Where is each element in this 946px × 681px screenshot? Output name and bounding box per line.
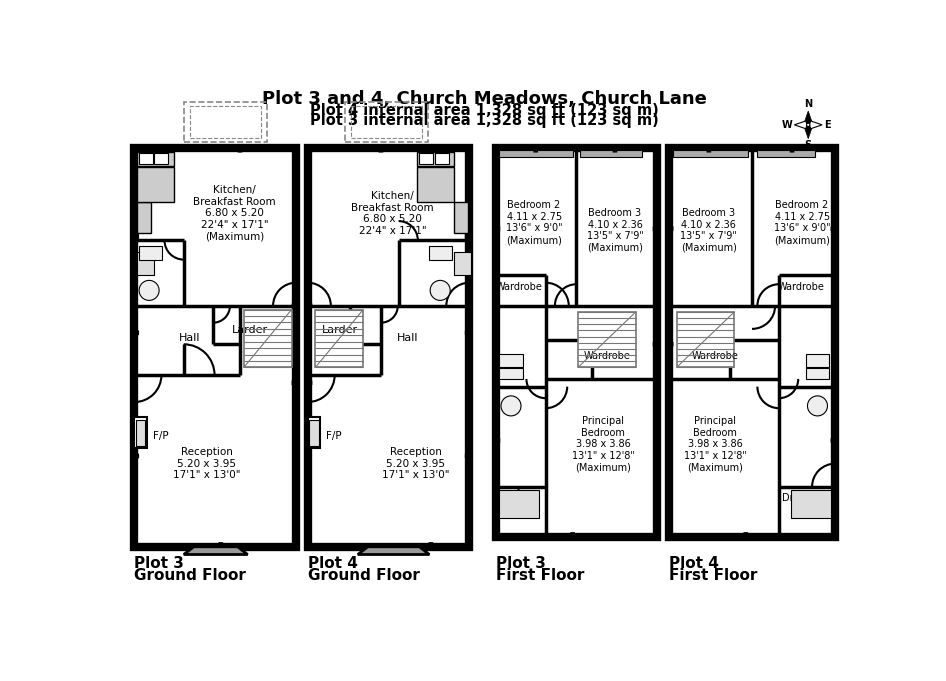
- Bar: [134, 148, 296, 547]
- Text: Plot 3: Plot 3: [496, 556, 546, 571]
- Text: Dressing
Room: Dressing Room: [496, 493, 538, 514]
- Polygon shape: [804, 126, 812, 139]
- Bar: [806, 368, 829, 379]
- Text: E: E: [824, 120, 831, 130]
- Bar: [417, 168, 454, 202]
- Text: Bedroom 3
4.10 x 2.36
13'5" x 7'9"
(Maximum): Bedroom 3 4.10 x 2.36 13'5" x 7'9" (Maxi…: [680, 208, 737, 253]
- Bar: [454, 202, 468, 233]
- Bar: [429, 246, 452, 259]
- Text: Dressing
Room: Dressing Room: [782, 493, 825, 514]
- Bar: [139, 153, 153, 164]
- Bar: [673, 151, 748, 157]
- Bar: [806, 353, 829, 367]
- Text: W: W: [782, 120, 793, 130]
- Bar: [136, 419, 146, 446]
- Text: Plot 4: Plot 4: [669, 556, 719, 571]
- Bar: [676, 312, 734, 367]
- Text: First Floor: First Floor: [496, 568, 584, 583]
- Bar: [190, 106, 261, 138]
- Circle shape: [139, 281, 159, 300]
- Bar: [344, 101, 428, 142]
- Text: Bedroom 2
4.11 x 2.75
13'6" x 9'0"
(Maximum): Bedroom 2 4.11 x 2.75 13'6" x 9'0" (Maxi…: [774, 200, 831, 245]
- Bar: [580, 151, 642, 157]
- Bar: [309, 419, 319, 446]
- Text: Reception
5.20 x 3.95
17'1" x 13'0": Reception 5.20 x 3.95 17'1" x 13'0": [382, 447, 449, 480]
- Text: N: N: [804, 99, 813, 109]
- Text: Plot 3 and 4, Church Meadows, Church Lane: Plot 3 and 4, Church Meadows, Church Lan…: [262, 90, 708, 108]
- Bar: [244, 310, 291, 367]
- Bar: [435, 153, 448, 164]
- Circle shape: [501, 396, 521, 416]
- Text: Ground Floor: Ground Floor: [307, 568, 420, 583]
- Bar: [137, 168, 174, 202]
- Text: Principal
Bedroom
3.98 x 3.86
13'1" x 12'8"
(Maximum): Principal Bedroom 3.98 x 3.86 13'1" x 12…: [572, 416, 635, 473]
- Text: Wardrobe: Wardrobe: [584, 351, 631, 361]
- Bar: [496, 148, 657, 537]
- Text: S: S: [805, 140, 812, 151]
- Text: Bedroom 3
4.10 x 2.36
13'5" x 7'9"
(Maximum): Bedroom 3 4.10 x 2.36 13'5" x 7'9" (Maxi…: [587, 208, 643, 253]
- Polygon shape: [184, 547, 248, 554]
- Text: Wardrobe: Wardrobe: [692, 351, 739, 361]
- Bar: [351, 106, 422, 138]
- Bar: [419, 153, 433, 164]
- Text: Ground Floor: Ground Floor: [134, 568, 246, 583]
- Bar: [134, 417, 147, 448]
- Text: First Floor: First Floor: [669, 568, 757, 583]
- Circle shape: [430, 281, 450, 300]
- Text: F/P: F/P: [326, 431, 342, 441]
- Bar: [454, 252, 471, 275]
- Bar: [499, 490, 539, 518]
- Circle shape: [808, 396, 828, 416]
- Bar: [137, 252, 153, 275]
- Bar: [139, 246, 162, 259]
- Bar: [137, 202, 150, 233]
- Text: Plot 4: Plot 4: [307, 556, 358, 571]
- Polygon shape: [358, 547, 429, 554]
- Bar: [578, 312, 636, 367]
- Circle shape: [807, 123, 810, 127]
- Bar: [154, 153, 168, 164]
- Polygon shape: [804, 111, 812, 124]
- Text: Hall: Hall: [397, 333, 418, 343]
- Text: F/P: F/P: [153, 431, 168, 441]
- Text: Bedroom 2
4.11 x 2.75
13'6" x 9'0"
(Maximum): Bedroom 2 4.11 x 2.75 13'6" x 9'0" (Maxi…: [506, 200, 563, 245]
- Text: Plot 3 internal area 1,328 sq ft (123 sq m): Plot 3 internal area 1,328 sq ft (123 sq…: [310, 113, 659, 128]
- Bar: [499, 368, 522, 379]
- Text: Hall: Hall: [179, 333, 201, 343]
- Bar: [137, 152, 174, 165]
- Bar: [307, 417, 320, 448]
- Bar: [791, 490, 831, 518]
- Bar: [499, 151, 572, 157]
- Polygon shape: [810, 121, 822, 129]
- Bar: [669, 148, 835, 537]
- Text: Plot 3: Plot 3: [134, 556, 184, 571]
- Text: Wardrobe: Wardrobe: [496, 281, 542, 291]
- Bar: [499, 353, 522, 367]
- Bar: [307, 148, 469, 547]
- Text: Kitchen/
Breakfast Room
6.80 x 5.20
22'4" x 17'1": Kitchen/ Breakfast Room 6.80 x 5.20 22'4…: [351, 191, 433, 236]
- Text: Kitchen/
Breakfast Room
6.80 x 5.20
22'4" x 17'1"
(Maximum): Kitchen/ Breakfast Room 6.80 x 5.20 22'4…: [193, 185, 276, 242]
- Text: Wardrobe: Wardrobe: [778, 281, 825, 291]
- Text: Principal
Bedroom
3.98 x 3.86
13'1" x 12'8"
(Maximum): Principal Bedroom 3.98 x 3.86 13'1" x 12…: [684, 416, 746, 473]
- Text: Reception
5.20 x 3.95
17'1" x 13'0": Reception 5.20 x 3.95 17'1" x 13'0": [173, 447, 240, 480]
- Bar: [758, 151, 815, 157]
- Text: Larder: Larder: [322, 326, 359, 336]
- Text: Plot 4 internal area 1,328 sq ft (123 sq m): Plot 4 internal area 1,328 sq ft (123 sq…: [310, 103, 659, 118]
- Polygon shape: [795, 121, 807, 129]
- Bar: [184, 101, 267, 142]
- Bar: [417, 152, 454, 165]
- Text: Larder: Larder: [232, 326, 268, 336]
- Bar: [315, 310, 363, 367]
